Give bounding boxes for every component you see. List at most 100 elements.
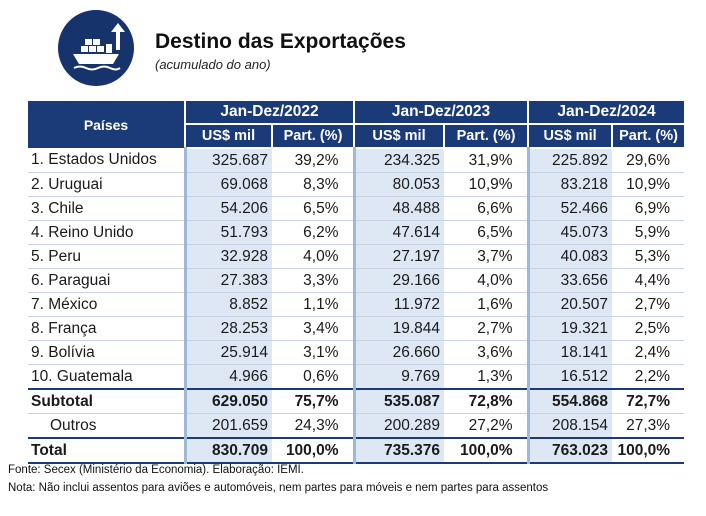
value-cell: 11.972 — [354, 292, 445, 317]
value-header: US$ mil — [528, 124, 614, 149]
value-cell: 51.793 — [185, 220, 272, 245]
share-cell: 6,9% — [612, 196, 685, 221]
value-cell: 16.512 — [528, 364, 613, 390]
value-cell: 554.868 — [528, 388, 613, 414]
value-cell: 27.197 — [354, 244, 445, 269]
value-cell: 25.914 — [185, 340, 272, 365]
value-header: US$ mil — [354, 124, 446, 149]
country-cell: 10. Guatemala — [28, 364, 187, 390]
country-cell: 4. Reino Unido — [28, 220, 187, 245]
share-cell: 2,7% — [612, 292, 685, 317]
share-cell: 4,0% — [444, 268, 530, 293]
share-header: Part. (%) — [612, 124, 685, 149]
share-cell: 3,3% — [272, 268, 356, 293]
table-row: Total 830.709 100,0% 735.376 100,0% 763.023 10… — [28, 437, 685, 464]
value-cell: 763.023 — [528, 437, 613, 464]
country-cell: 8. França — [28, 316, 187, 341]
share-cell: 10,9% — [612, 172, 685, 197]
value-cell: 200.289 — [354, 413, 445, 439]
table-row: 4. Reino Unido 51.793 6,2% 47.614 6,5% 45.073… — [28, 220, 685, 245]
value-cell: 32.928 — [185, 244, 272, 269]
value-cell: 69.068 — [185, 172, 272, 197]
source-note: Fonte: Secex (Ministério da Economia). E… — [8, 464, 304, 476]
table-row: 1. Estados Unidos 325.687 39,2% 234.325 31,9… — [28, 148, 685, 173]
share-cell: 39,2% — [272, 148, 356, 173]
country-cell: 5. Peru — [28, 244, 187, 269]
share-cell: 100,0% — [444, 437, 530, 464]
country-cell: 7. México — [28, 292, 187, 317]
share-cell: 2,2% — [612, 364, 685, 390]
share-cell: 0,6% — [272, 364, 356, 390]
export-destinations-table: Países Jan-Dez/2022 Jan-Dez/2023 Jan-Dez… — [28, 101, 685, 464]
table-row: 10. Guatemala 4.966 0,6% 9.769 1,3% 16.512 2,2… — [28, 364, 685, 390]
share-cell: 27,3% — [612, 413, 685, 439]
share-cell: 100,0% — [612, 437, 685, 464]
value-cell: 80.053 — [354, 172, 445, 197]
value-cell: 535.087 — [354, 388, 445, 414]
value-cell: 47.614 — [354, 220, 445, 245]
table-row: 9. Bolívia 25.914 3,1% 26.660 3,6% 18.141 2,4% — [28, 340, 685, 365]
value-header: US$ mil — [185, 124, 273, 149]
share-cell: 6,6% — [444, 196, 530, 221]
share-header: Part. (%) — [444, 124, 530, 149]
value-cell: 208.154 — [528, 413, 613, 439]
share-cell: 100,0% — [272, 437, 356, 464]
share-cell: 6,2% — [272, 220, 356, 245]
period-header-2022: Jan-Dez/2022 — [185, 101, 356, 125]
country-cell: 3. Chile — [28, 196, 187, 221]
share-cell: 24,3% — [272, 413, 356, 439]
share-cell: 27,2% — [444, 413, 530, 439]
value-cell: 54.206 — [185, 196, 272, 221]
share-cell: 10,9% — [444, 172, 530, 197]
table-row: 5. Peru 32.928 4,0% 27.197 3,7% 40.083 5,3% — [28, 244, 685, 269]
share-cell: 75,7% — [272, 388, 356, 414]
share-cell: 1,6% — [444, 292, 530, 317]
value-cell: 40.083 — [528, 244, 613, 269]
share-cell: 4,0% — [272, 244, 356, 269]
share-cell: 3,4% — [272, 316, 356, 341]
cargo-ship-export-icon — [58, 10, 134, 86]
share-cell: 3,7% — [444, 244, 530, 269]
value-cell: 19.844 — [354, 316, 445, 341]
country-cell: Total — [28, 437, 187, 464]
value-cell: 325.687 — [185, 148, 272, 173]
share-cell: 5,9% — [612, 220, 685, 245]
share-cell: 3,1% — [272, 340, 356, 365]
share-cell: 4,4% — [612, 268, 685, 293]
value-cell: 19.321 — [528, 316, 613, 341]
value-cell: 48.488 — [354, 196, 445, 221]
share-cell: 8,3% — [272, 172, 356, 197]
value-cell: 735.376 — [354, 437, 445, 464]
table-row: 3. Chile 54.206 6,5% 48.488 6,6% 52.466 6,9% — [28, 196, 685, 221]
value-cell: 629.050 — [185, 388, 272, 414]
share-cell: 6,5% — [272, 196, 356, 221]
value-cell: 234.325 — [354, 148, 445, 173]
table-row: 2. Uruguai 69.068 8,3% 80.053 10,9% 83.218 10,… — [28, 172, 685, 197]
share-cell: 5,3% — [612, 244, 685, 269]
table-row: 8. França 28.253 3,4% 19.844 2,7% 19.321 2,5% — [28, 316, 685, 341]
country-cell: 1. Estados Unidos — [28, 148, 187, 173]
value-cell: 4.966 — [185, 364, 272, 390]
country-cell: Outros — [28, 413, 187, 439]
share-cell: 1,1% — [272, 292, 356, 317]
value-cell: 28.253 — [185, 316, 272, 341]
value-cell: 26.660 — [354, 340, 445, 365]
value-cell: 52.466 — [528, 196, 613, 221]
share-cell: 29,6% — [612, 148, 685, 173]
share-header: Part. (%) — [272, 124, 356, 149]
table-row: Subtotal 629.050 75,7% 535.087 72,8% 554.868 7… — [28, 388, 685, 414]
share-cell: 2,5% — [612, 316, 685, 341]
value-cell: 29.166 — [354, 268, 445, 293]
share-cell: 2,7% — [444, 316, 530, 341]
value-cell: 8.852 — [185, 292, 272, 317]
footnote: Nota: Não inclui assentos para aviões e … — [8, 482, 549, 494]
share-cell: 3,6% — [444, 340, 530, 365]
value-cell: 201.659 — [185, 413, 272, 439]
country-cell: 9. Bolívia — [28, 340, 187, 365]
value-cell: 9.769 — [354, 364, 445, 390]
country-cell: Subtotal — [28, 388, 187, 414]
table-row: 6. Paraguai 27.383 3,3% 29.166 4,0% 33.656 4,4… — [28, 268, 685, 293]
share-cell: 6,5% — [444, 220, 530, 245]
page-subtitle: (acumulado do ano) — [155, 57, 271, 72]
share-cell: 2,4% — [612, 340, 685, 365]
